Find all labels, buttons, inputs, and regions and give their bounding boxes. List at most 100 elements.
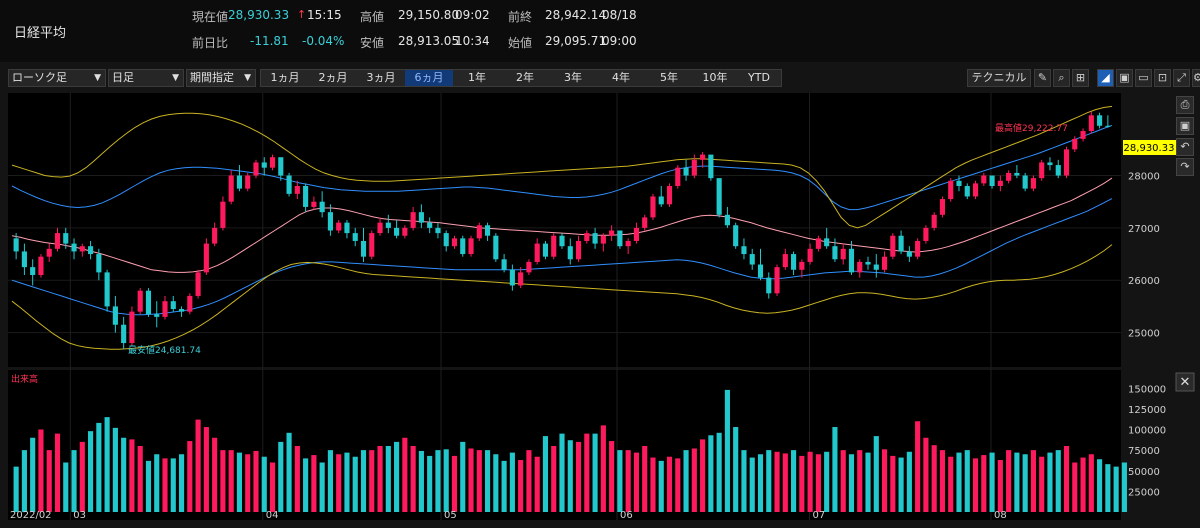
chevron-down-icon: ▼ (94, 73, 101, 83)
volume-bar (294, 446, 300, 512)
date-tick-label: 06 (620, 510, 633, 521)
range-mode-select[interactable]: 期間指定 ▼ (186, 69, 256, 87)
volume-bar (303, 458, 309, 512)
candle-body (542, 243, 549, 257)
save-icon[interactable]: ▣ (1176, 117, 1194, 135)
candle-body (633, 227, 639, 241)
candle-body (21, 251, 27, 268)
period-1y[interactable]: 1年 (468, 71, 486, 84)
candle-body (369, 233, 375, 257)
volume-bar (385, 446, 391, 512)
chart-type-select[interactable]: ローソク足 ▼ (8, 69, 106, 87)
volume-bar (261, 456, 267, 512)
volume-bar (121, 437, 127, 512)
candle-body (1030, 178, 1036, 189)
candle-body (716, 178, 722, 215)
period-2y[interactable]: 2年 (516, 71, 534, 84)
gear-icon[interactable]: ⚙ (1192, 69, 1200, 87)
candle-body (1006, 172, 1012, 181)
low-value: 28,913.05 (398, 34, 460, 48)
volume-bar (476, 450, 482, 512)
candle-body (1105, 125, 1111, 127)
close-icon[interactable]: ✕ (1180, 375, 1191, 390)
volume-bar (964, 450, 970, 512)
period-1m[interactable]: 1ヵ月 (270, 71, 300, 84)
candle-body (245, 175, 251, 189)
print-icon[interactable]: ⎙ (1176, 96, 1194, 114)
volume-bar (915, 421, 921, 512)
volume-bar (88, 431, 94, 512)
close-volume-button[interactable] (1175, 372, 1195, 392)
period-ytd[interactable]: YTD (748, 71, 770, 84)
price-panel (8, 93, 1121, 367)
volume-bar (352, 456, 358, 512)
period-3y[interactable]: 3年 (564, 71, 582, 84)
candle-body (642, 217, 648, 228)
technical-button[interactable]: テクニカル (967, 69, 1031, 87)
period-3m[interactable]: 3ヵ月 (366, 71, 396, 84)
candle-body (848, 248, 855, 273)
candle-body (1080, 131, 1086, 139)
period-10y[interactable]: 10年 (702, 71, 728, 84)
zoom-icon[interactable]: ⌕ (1053, 69, 1070, 87)
candle-body (451, 238, 458, 247)
prev-close-label: 前終 (508, 10, 533, 24)
min-annotation: 最安値24,681.74 (128, 344, 201, 356)
current-value: 28,930.33 (228, 8, 290, 22)
candle-body (1047, 162, 1053, 166)
expand-icon[interactable]: ⤢ (1173, 69, 1190, 87)
pencil-icon[interactable]: ✎ (1034, 69, 1051, 87)
candle-body (948, 180, 954, 200)
period-4y[interactable]: 4年 (612, 71, 630, 84)
candle-body (534, 243, 540, 262)
chevron-down-icon: ▼ (244, 73, 251, 83)
low-time: 10:34 (455, 34, 490, 48)
volume-bar (749, 457, 755, 512)
compare-icon[interactable]: ⊞ (1072, 69, 1089, 87)
folder-icon[interactable]: ▭ (1135, 69, 1152, 87)
volume-bar (1006, 450, 1012, 512)
volume-bar (137, 446, 143, 512)
candle-body (873, 264, 879, 270)
volume-bar (1014, 452, 1020, 512)
candle-body (228, 175, 234, 202)
volume-bar (609, 441, 615, 512)
volume-bar (617, 450, 623, 512)
band-line-ma (11, 177, 1113, 273)
current-label: 現在値 (192, 10, 229, 24)
candle-body (203, 243, 209, 273)
volume-bar (898, 457, 904, 512)
save-icon[interactable]: ▣ (1116, 69, 1133, 87)
candle-body (923, 227, 929, 241)
volume-bar (509, 452, 515, 512)
open-folder-icon[interactable]: ⊡ (1154, 69, 1171, 87)
candle-body (145, 290, 152, 315)
date-tick-label: 08 (994, 510, 1007, 521)
volume-bar (766, 450, 772, 512)
volume-bar (145, 460, 152, 512)
candle-body (485, 225, 491, 236)
area-chart-icon[interactable]: ◢ (1097, 69, 1114, 87)
undo-icon[interactable]: ↶ (1176, 138, 1194, 156)
volume-bar (1088, 454, 1094, 512)
index-name: 日経平均 (14, 26, 67, 41)
candle-body (865, 261, 871, 265)
volume-bar (600, 425, 606, 512)
volume-bar (526, 450, 532, 512)
candle-body (129, 311, 135, 344)
volume-bar (253, 450, 259, 512)
candle-body (476, 225, 482, 239)
volume-bar (187, 441, 193, 512)
candle-body (981, 175, 987, 184)
interval-select[interactable]: 日足 ▼ (108, 69, 184, 87)
period-6m[interactable]: 6ヵ月 (405, 70, 453, 86)
candle-body (178, 309, 185, 312)
candle-body (286, 175, 292, 194)
candle-body (972, 183, 979, 197)
period-2m[interactable]: 2ヵ月 (318, 71, 348, 84)
redo-icon[interactable]: ↷ (1176, 158, 1194, 176)
period-5y[interactable]: 5年 (660, 71, 678, 84)
candle-body (121, 324, 127, 344)
candle-body (1088, 115, 1094, 132)
volume-bar (443, 449, 449, 512)
